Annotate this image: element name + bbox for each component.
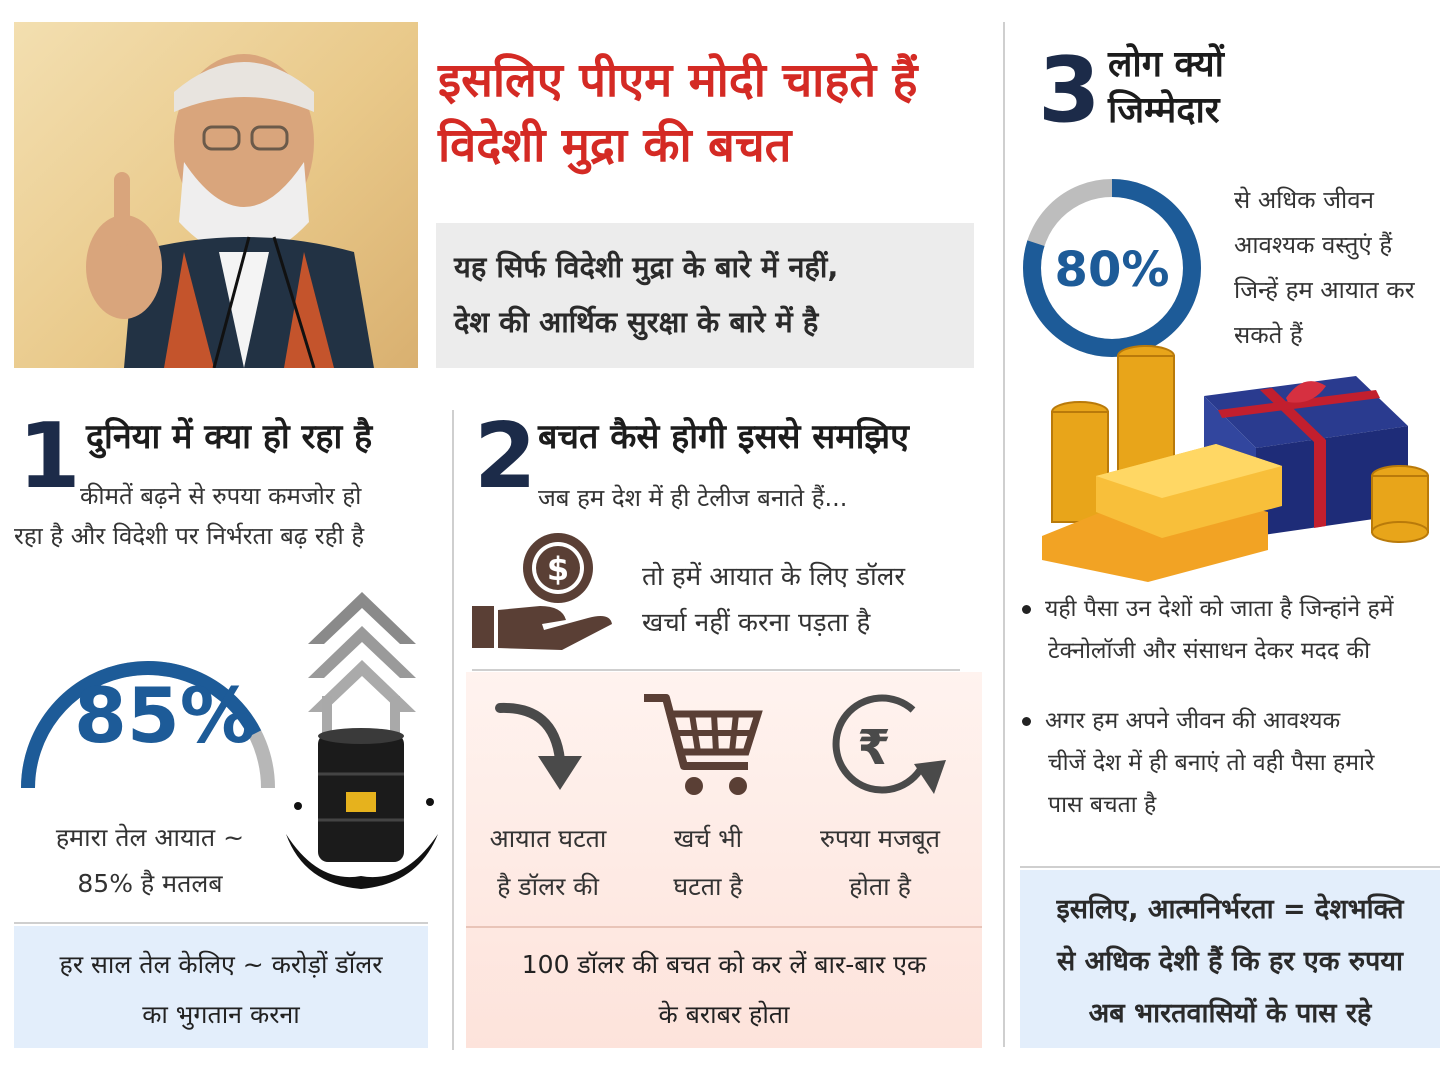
gold-and-gift-icon <box>1042 345 1429 582</box>
shopping-cart-icon <box>644 694 763 795</box>
essentials-donut <box>1023 179 1201 357</box>
section2-item-1-line1: आयात घटता <box>489 824 607 853</box>
section2-footer: 100 डॉलर की बचत को कर लें बार-बार एक के … <box>466 940 982 1040</box>
section2-item-2-line2: घटता है <box>673 872 743 901</box>
section1-footer-line1: हर साल तेल केलिए ~ करोड़ों डॉलर <box>59 950 383 979</box>
section3-desc-line1: से अधिक जीवन <box>1234 186 1374 214</box>
column-divider-right <box>1003 22 1005 1047</box>
subtitle: यह सिर्फ विदेशी मुद्रा के बारे में नहीं,… <box>454 240 964 350</box>
main-title-line1: इसलिए पीएम मोदी चाहते हैं <box>438 53 918 108</box>
section2-intro: जब हम देश में ही टेलीज बनाते हैं... <box>538 484 848 512</box>
oil-import-gauge <box>21 661 275 789</box>
rupee-symbol: ₹ <box>857 720 890 776</box>
oil-import-percent: 85% <box>74 671 256 760</box>
section1-footer-panel <box>14 926 428 1048</box>
oil-import-caption: हमारा तेल आयात ~ 85% है मतलब <box>30 815 270 907</box>
section3-desc-line3: जिन्हें हम आयात कर <box>1234 276 1415 304</box>
section2-item-1-line2: है डॉलर की <box>497 872 599 901</box>
section3-heading-line2: जिम्मेदार <box>1108 90 1220 131</box>
section2-item-2: खर्च भी घटता है <box>632 815 784 911</box>
section1-footer-line2: का भुगतान करना <box>142 1000 300 1029</box>
section3-bullet-1: यही पैसा उन देशों को जाता है जिन्हांने ह… <box>1022 588 1442 672</box>
section1-footer-divider <box>14 922 428 924</box>
section2-footer-line1: 100 डॉलर की बचत को कर लें बार-बार एक <box>521 950 927 979</box>
section3-footer-divider <box>1020 866 1440 868</box>
section3-footer-line1: इसलिए, आत्मनिर्भरता = देशभक्ति <box>1056 894 1404 925</box>
section2-item-1: आयात घटता है डॉलर की <box>470 815 626 911</box>
section3-description: से अधिक जीवन आवश्यक वस्तुएं हैं जिन्हें … <box>1234 178 1415 358</box>
bullet-dot <box>1022 717 1031 726</box>
bullet-dot <box>1022 605 1031 614</box>
section3-bullet-2-line3: पास बचता है <box>1048 792 1157 818</box>
section1-number: 1 <box>18 404 81 509</box>
section3-footer: इसलिए, आत्मनिर्भरता = देशभक्ति से अधिक द… <box>1020 884 1440 1040</box>
rupee-cycle-icon: ₹ <box>832 694 946 794</box>
section2-hand-text-line2: खर्चा नहीं करना पड़ता है <box>642 608 871 638</box>
section3-number: 3 <box>1038 38 1101 143</box>
section2-heading: बचत कैसे होगी इससे समझिए <box>538 417 909 457</box>
section3-footer-line2: से अधिक देशी हैं कि हर एक रुपया <box>1057 946 1403 977</box>
section1-text-line2: रहा है और विदेशी पर निर्भरता बढ़ रही है <box>14 522 365 550</box>
column-divider-left <box>452 410 454 1050</box>
section1-footer: हर साल तेल केलिए ~ करोड़ों डॉलर का भुगता… <box>14 940 428 1040</box>
section2-hand-text: तो हमें आयात के लिए डॉलर खर्चा नहीं करना… <box>642 554 905 646</box>
section3-bullet-2: अगर हम अपने जीवन की आवश्यक चीजें देश में… <box>1022 700 1442 826</box>
oil-import-caption-line2: 85% है मतलब <box>77 869 223 898</box>
section2-item-3-line2: होता है <box>849 872 911 901</box>
section2-hand-text-line1: तो हमें आयात के लिए डॉलर <box>642 562 906 592</box>
section2-number: 2 <box>474 404 537 509</box>
subtitle-line1: यह सिर्फ विदेशी मुद्रा के बारे में नहीं, <box>454 250 839 284</box>
pm-photo <box>14 22 418 368</box>
section3-heading-line1: लोग क्यों <box>1108 44 1224 85</box>
section3-bullet-2-line2: चीजें देश में ही बनाएं तो वही पैसा हमारे <box>1048 750 1375 776</box>
essentials-percent: 80% <box>1054 242 1170 298</box>
subtitle-box <box>436 223 974 368</box>
section3-footer-panel <box>1020 870 1440 1048</box>
section3-desc-line2: आवश्यक वस्तुएं हैं <box>1234 231 1393 259</box>
section2-item-3: रुपया मजबूत होता है <box>792 815 968 911</box>
oil-import-caption-line1: हमारा तेल आयात ~ <box>55 823 245 852</box>
subtitle-line2: देश की आर्थिक सुरक्षा के बारे में है <box>454 305 819 339</box>
section3-footer-line3: अब भारतवासियों के पास रहे <box>1088 998 1372 1029</box>
section3-bullet-1-line1: यही पैसा उन देशों को जाता है जिन्हांने ह… <box>1045 596 1394 622</box>
section3-bullet-2-line1: अगर हम अपने जीवन की आवश्यक <box>1045 708 1341 734</box>
main-title-line2: विदेशी मुद्रा की बचत <box>438 118 792 173</box>
down-arrow-icon <box>495 702 582 790</box>
section3-bullet-1-line2: टेक्नोलॉजी और संसाधन देकर मदद की <box>1048 638 1371 664</box>
hand-dollar-icon: $ <box>472 533 612 650</box>
main-title: इसलिए पीएम मोदी चाहते हैं विदेशी मुद्रा … <box>438 48 998 178</box>
section1-text-line1: कीमतें बढ़ने से रुपया कमजोर हो <box>80 482 362 510</box>
dollar-symbol: $ <box>547 550 569 588</box>
section3-heading: लोग क्यों जिम्मेदार <box>1108 42 1224 134</box>
section2-item-2-line1: खर्च भी <box>673 824 743 853</box>
section2-footer-divider <box>466 926 982 928</box>
oil-barrel-icon <box>286 592 438 889</box>
section1-heading: दुनिया में क्या हो रहा है <box>86 417 373 457</box>
section3-desc-line4: सकते हैं <box>1234 321 1303 349</box>
section2-footer-line2: के बराबर होता <box>658 1000 790 1029</box>
section2-divider <box>472 669 960 671</box>
section2-item-3-line1: रुपया मजबूत <box>819 824 941 853</box>
section1-text: कीमतें बढ़ने से रुपया कमजोर हो रहा है और… <box>14 476 444 556</box>
